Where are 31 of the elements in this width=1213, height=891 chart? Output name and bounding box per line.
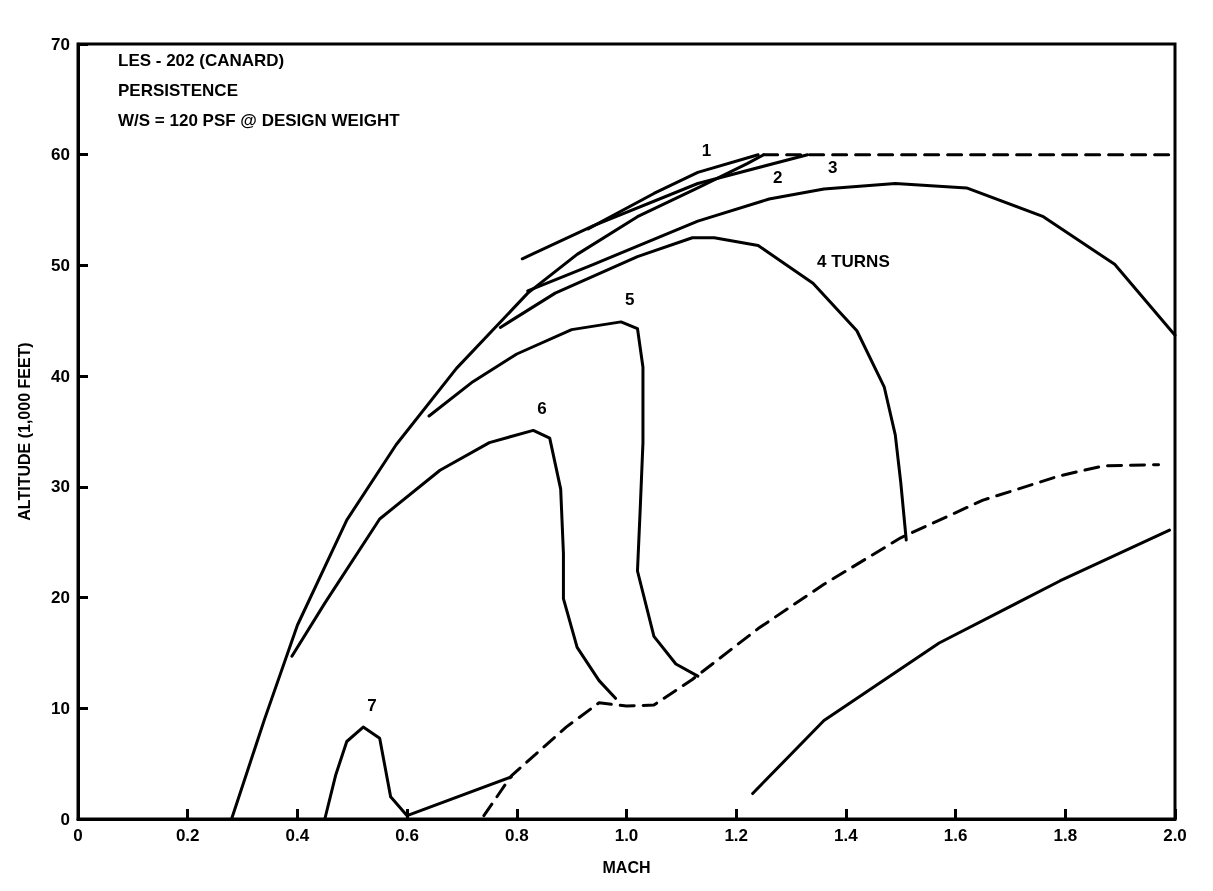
annotation: 7 bbox=[367, 695, 377, 715]
y-axis-title: ALTITUDE (1,000 FEET) bbox=[15, 342, 33, 521]
annotation: 6 bbox=[537, 398, 547, 418]
annotation: 2 bbox=[773, 167, 783, 187]
x-tick-label: 0.4 bbox=[285, 826, 310, 845]
x-axis-title: MACH bbox=[602, 858, 651, 876]
x-tick-label: 0.8 bbox=[504, 826, 529, 845]
y-tick-label: 0 bbox=[60, 809, 70, 829]
x-tick-label: 1.0 bbox=[614, 826, 639, 845]
x-tick-label: 1.8 bbox=[1053, 826, 1078, 845]
y-tick-label: 10 bbox=[51, 698, 70, 718]
y-tick-label: 50 bbox=[51, 255, 70, 275]
x-tick-label: 0.6 bbox=[395, 826, 419, 845]
annotation: W/S = 120 PSF @ DESIGN WEIGHT bbox=[118, 111, 401, 130]
annotation: 5 bbox=[625, 290, 635, 310]
annotation: 1 bbox=[701, 140, 712, 160]
y-tick-label: 30 bbox=[51, 477, 70, 497]
x-tick-label: 0 bbox=[73, 826, 83, 845]
annotation: 3 bbox=[827, 157, 838, 177]
x-tick-label: 1.4 bbox=[834, 826, 859, 845]
x-tick-label: 1.6 bbox=[943, 826, 968, 845]
y-tick-label: 60 bbox=[51, 145, 70, 165]
x-tick-label: 0.2 bbox=[175, 826, 200, 845]
y-tick-label: 20 bbox=[51, 588, 70, 608]
y-tick-label: 40 bbox=[51, 366, 70, 386]
annotation: LES - 202 (CANARD) bbox=[118, 51, 285, 70]
x-tick-label: 2.0 bbox=[1163, 826, 1187, 845]
x-tick-label: 1.2 bbox=[724, 826, 749, 845]
annotation: PERSISTENCE bbox=[118, 81, 238, 100]
y-tick-label: 70 bbox=[51, 34, 70, 54]
annotation: 4 TURNS bbox=[816, 251, 890, 271]
